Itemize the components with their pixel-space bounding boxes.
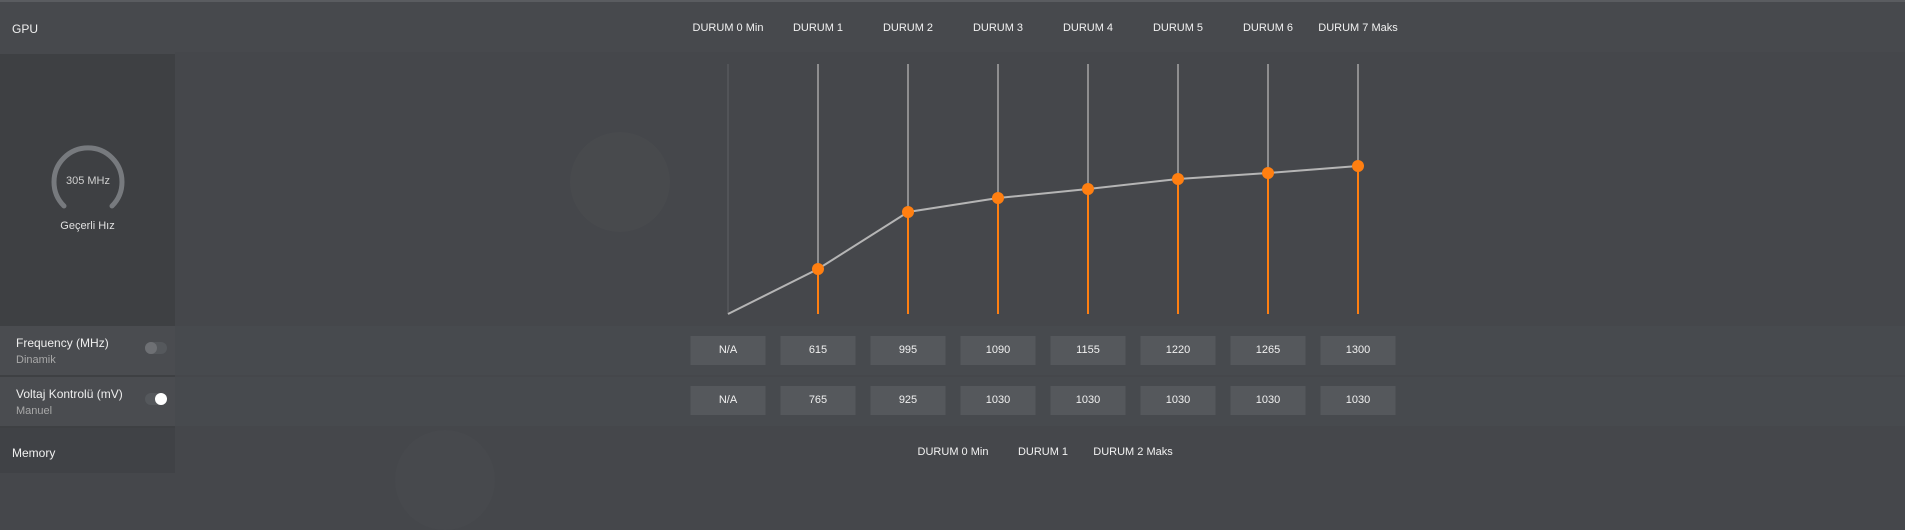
state-handle-7[interactable] — [1352, 160, 1364, 172]
frequency-value-5[interactable]: 1220 — [1140, 336, 1216, 365]
state-curve-chart — [175, 52, 1905, 326]
voltage-row: Voltaj Kontrolü (mV) Manuel — [0, 377, 175, 426]
frequency-values-row: N/A 615 995 1090 1155 1220 1265 1300 — [175, 326, 1905, 375]
state-handle-2[interactable] — [902, 206, 914, 218]
frequency-value-1[interactable]: 615 — [780, 336, 856, 365]
voltage-value-0[interactable]: N/A — [690, 386, 766, 415]
state-label-5: DURUM 5 — [1152, 22, 1204, 34]
memory-state-2: DURUM 2 Maks — [1093, 446, 1173, 458]
state-label-4: DURUM 4 — [1062, 22, 1114, 34]
voltage-value-5[interactable]: 1030 — [1140, 386, 1216, 415]
background-fan-graphic — [570, 132, 670, 232]
voltage-title: Voltaj Kontrolü (mV) — [16, 387, 123, 401]
gauge-value: 305 MHz — [65, 175, 111, 187]
gpu-section-header: GPU — [0, 0, 175, 54]
voltage-toggle[interactable] — [145, 393, 167, 405]
toggle-knob — [155, 393, 167, 405]
frequency-toggle[interactable] — [145, 342, 167, 354]
memory-label: Memory — [12, 446, 56, 460]
state-handle-5[interactable] — [1172, 173, 1184, 185]
memory-state-1: DURUM 1 — [1017, 446, 1069, 458]
memory-states-row — [175, 428, 1905, 530]
frequency-value-6[interactable]: 1265 — [1230, 336, 1306, 365]
state-handle-4[interactable] — [1082, 183, 1094, 195]
state-label-6: DURUM 6 — [1242, 22, 1294, 34]
frequency-mode: Dinamik — [16, 354, 56, 366]
current-speed-gauge: 305 MHz — [46, 140, 130, 224]
gpu-label: GPU — [12, 22, 39, 36]
state-handle-1[interactable] — [812, 263, 824, 275]
voltage-value-7[interactable]: 1030 — [1320, 386, 1396, 415]
frequency-title: Frequency (MHz) — [16, 336, 109, 350]
voltage-value-2[interactable]: 925 — [870, 386, 946, 415]
state-handle-3[interactable] — [992, 192, 1004, 204]
toggle-knob — [145, 342, 157, 354]
state-label-2: DURUM 2 — [882, 22, 934, 34]
frequency-value-2[interactable]: 995 — [870, 336, 946, 365]
background-graphic — [395, 430, 495, 530]
state-label-7: DURUM 7 Maks — [1318, 22, 1398, 34]
frequency-value-7[interactable]: 1300 — [1320, 336, 1396, 365]
gauge-caption: Geçerli Hız — [60, 220, 115, 232]
voltage-mode: Manuel — [16, 405, 53, 417]
state-handle-6[interactable] — [1262, 167, 1274, 179]
memory-state-0: DURUM 0 Min — [917, 446, 989, 458]
voltage-value-3[interactable]: 1030 — [960, 386, 1036, 415]
voltage-value-1[interactable]: 765 — [780, 386, 856, 415]
frequency-value-3[interactable]: 1090 — [960, 336, 1036, 365]
voltage-values-row: N/A 765 925 1030 1030 1030 1030 1030 — [175, 377, 1905, 426]
frequency-row: Frequency (MHz) Dinamik — [0, 326, 175, 375]
state-label-1: DURUM 1 — [792, 22, 844, 34]
voltage-value-6[interactable]: 1030 — [1230, 386, 1306, 415]
gauge-icon — [51, 145, 125, 209]
voltage-value-4[interactable]: 1030 — [1050, 386, 1126, 415]
memory-section-header: Memory — [0, 428, 175, 473]
state-curve-svg — [727, 64, 1364, 315]
frequency-value-4[interactable]: 1155 — [1050, 336, 1126, 365]
state-label-0: DURUM 0 Min — [692, 22, 764, 34]
state-curve-line — [727, 165, 1359, 315]
frequency-value-0[interactable]: N/A — [690, 336, 766, 365]
gpu-states-header: DURUM 0 Min DURUM 1 DURUM 2 DURUM 3 DURU… — [175, 0, 1905, 54]
state-label-3: DURUM 3 — [972, 22, 1024, 34]
